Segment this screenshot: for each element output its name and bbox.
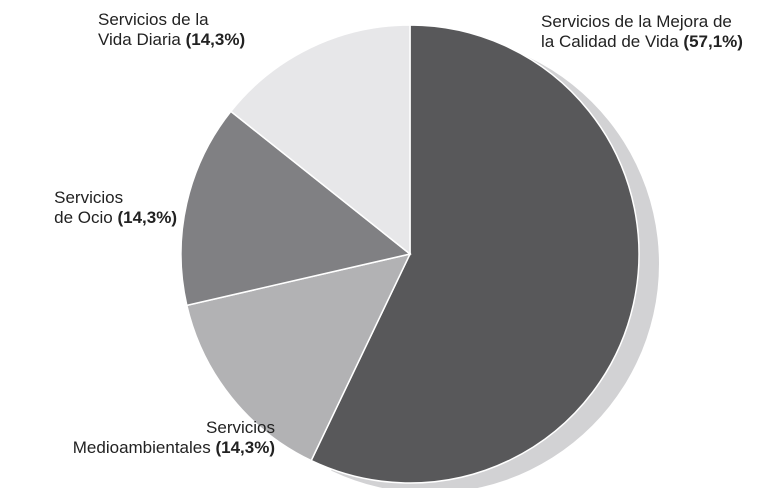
value-label: (14,3%) [117,208,177,227]
pie-slice [310,24,640,484]
category-label: Servicios Medioambientales [72,418,275,457]
pie-slice [229,24,411,256]
value-label: (57,1%) [683,32,743,51]
category-label: Servicios de la Vida Diaria [98,10,209,49]
category-label: Servicios de Ocio [54,188,124,227]
pie-slice [185,252,412,462]
pie-slice [180,110,412,307]
slice-label: Servicios de la Vida Diaria (14,3%) [98,10,245,50]
slice-label: Servicios Medioambientales (14,3%) [73,418,275,458]
value-label: (14,3%) [185,30,246,49]
slice-label: Servicios de la Mejora de la Calidad de … [541,12,743,52]
value-label: (14,3%) [215,438,275,457]
slice-label: Servicios de Ocio (14,3%) [54,188,177,228]
category-label: Servicios de la Mejora de la Calidad de … [541,12,732,51]
